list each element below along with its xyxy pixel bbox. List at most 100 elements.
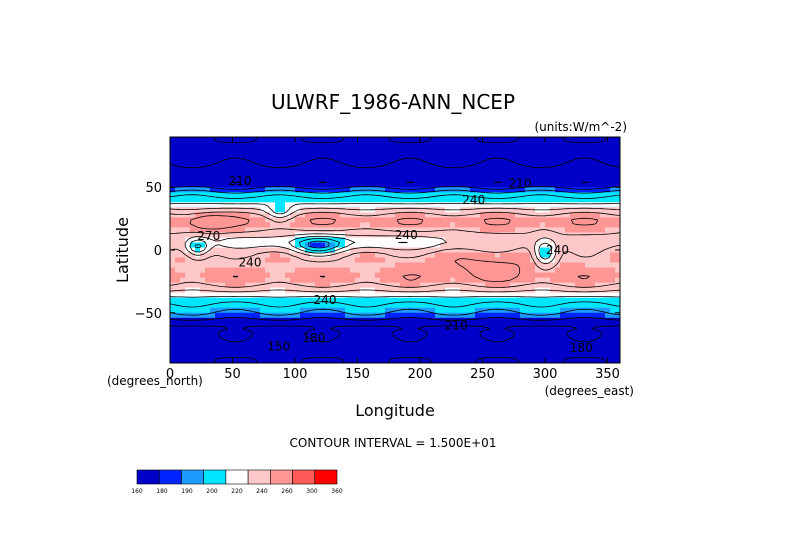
heatmap-cell: [425, 277, 431, 284]
heatmap-cell: [180, 142, 186, 148]
heatmap-cell: [420, 322, 426, 329]
heatmap-cell: [365, 307, 371, 314]
heatmap-cell: [585, 347, 591, 354]
heatmap-cell: [555, 242, 561, 249]
heatmap-cell: [615, 172, 620, 178]
heatmap-cell: [335, 197, 341, 203]
heatmap-cell: [240, 212, 246, 218]
heatmap-cell: [500, 337, 506, 344]
heatmap-cell: [560, 187, 566, 193]
heatmap-cell: [310, 277, 316, 284]
heatmap-cell: [410, 207, 416, 213]
heatmap-cell: [490, 282, 496, 289]
heatmap-cell: [385, 317, 391, 324]
heatmap-cell: [210, 327, 216, 334]
heatmap-cell: [445, 312, 451, 319]
heatmap-cell: [330, 202, 336, 208]
heatmap-cell: [290, 152, 296, 158]
heatmap-cell: [570, 327, 576, 334]
heatmap-cell: [200, 297, 206, 304]
heatmap-cell: [400, 302, 406, 309]
heatmap-cell: [265, 252, 271, 259]
heatmap-cell: [330, 182, 336, 188]
heatmap-cell: [475, 272, 481, 279]
heatmap-cell: [505, 272, 511, 279]
heatmap-cell: [405, 202, 411, 208]
heatmap-cell: [255, 322, 261, 329]
heatmap-cell: [180, 262, 186, 269]
heatmap-cell: [550, 147, 556, 153]
heatmap-cell: [400, 257, 406, 264]
colorbar-swatch: [158, 469, 182, 485]
heatmap-cell: [600, 342, 606, 349]
heatmap-cell: [210, 332, 216, 339]
heatmap-cell: [385, 147, 391, 153]
heatmap-cell: [295, 222, 301, 228]
heatmap-cell: [460, 247, 466, 254]
heatmap-cell: [345, 242, 351, 249]
heatmap-cell: [435, 247, 441, 254]
heatmap-cell: [320, 292, 326, 299]
heatmap-cell: [325, 262, 331, 269]
heatmap-cell: [410, 352, 416, 359]
heatmap-cell: [350, 292, 356, 299]
heatmap-cell: [560, 217, 566, 223]
heatmap-cell: [350, 192, 356, 198]
heatmap-cell: [595, 262, 601, 269]
heatmap-cell: [565, 327, 571, 334]
heatmap-cell: [190, 202, 196, 208]
heatmap-cell: [465, 172, 471, 178]
heatmap-cell: [610, 347, 616, 354]
heatmap-cell: [435, 237, 441, 244]
heatmap-cell: [540, 307, 546, 314]
heatmap-cell: [505, 152, 511, 158]
heatmap-cell: [180, 332, 186, 339]
heatmap-cell: [485, 242, 491, 249]
heatmap-cell: [270, 167, 276, 173]
heatmap-cell: [375, 292, 381, 299]
heatmap-cell: [460, 147, 466, 153]
heatmap-cell: [355, 327, 361, 334]
heatmap-cell: [595, 157, 601, 163]
heatmap-cell: [555, 197, 561, 203]
heatmap-cell: [295, 332, 301, 339]
heatmap-cell: [220, 262, 226, 269]
heatmap-cell: [610, 242, 616, 249]
heatmap-cell: [365, 222, 371, 228]
heatmap-cell: [430, 337, 436, 344]
heatmap-cell: [195, 182, 201, 188]
heatmap-cell: [595, 197, 601, 203]
heatmap-cell: [350, 352, 356, 359]
heatmap-cell: [495, 252, 501, 259]
heatmap-cell: [205, 212, 211, 218]
heatmap-cell: [275, 152, 281, 158]
heatmap-cell: [295, 317, 301, 324]
heatmap-cell: [250, 307, 256, 314]
heatmap-cell: [545, 242, 551, 249]
heatmap-cell: [310, 197, 316, 203]
heatmap-cell: [310, 167, 316, 173]
heatmap-cell: [310, 302, 316, 309]
heatmap-cell: [380, 232, 386, 239]
heatmap-cell: [570, 147, 576, 153]
heatmap-cell: [180, 182, 186, 188]
heatmap-cell: [305, 232, 311, 239]
heatmap-cell: [180, 147, 186, 153]
heatmap-cell: [535, 137, 541, 143]
heatmap-cell: [235, 322, 241, 329]
heatmap-cell: [480, 152, 486, 158]
heatmap-cell: [575, 147, 581, 153]
heatmap-cell: [570, 187, 576, 193]
heatmap-cell: [225, 217, 231, 223]
heatmap-cell: [365, 272, 371, 279]
heatmap-cell: [405, 287, 411, 294]
heatmap-cell: [445, 272, 451, 279]
heatmap-cell: [370, 267, 376, 274]
heatmap-cell: [385, 287, 391, 294]
heatmap-cell: [210, 242, 216, 249]
heatmap-cell: [265, 357, 271, 363]
heatmap-cell: [350, 162, 356, 168]
heatmap-cell: [225, 147, 231, 153]
heatmap-cell: [315, 212, 321, 218]
